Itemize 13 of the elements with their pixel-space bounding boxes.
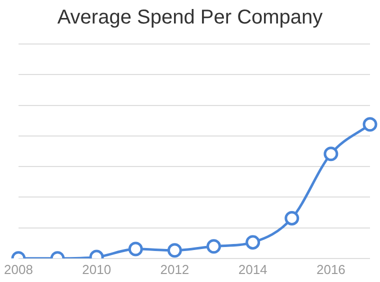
x-tick-label: 2008 — [4, 262, 33, 277]
point — [167, 243, 182, 258]
x-tick-label: 2014 — [238, 262, 268, 277]
x-tick-label: 2010 — [82, 262, 112, 277]
point — [246, 235, 260, 250]
x-tick-label: 2012 — [160, 262, 190, 277]
point — [206, 239, 222, 254]
chart-title: Average Spend Per Company — [57, 6, 323, 29]
point — [324, 146, 338, 162]
point — [362, 117, 378, 132]
point — [284, 210, 300, 226]
x-tick-label: 2016 — [316, 262, 346, 277]
point — [128, 242, 143, 256]
